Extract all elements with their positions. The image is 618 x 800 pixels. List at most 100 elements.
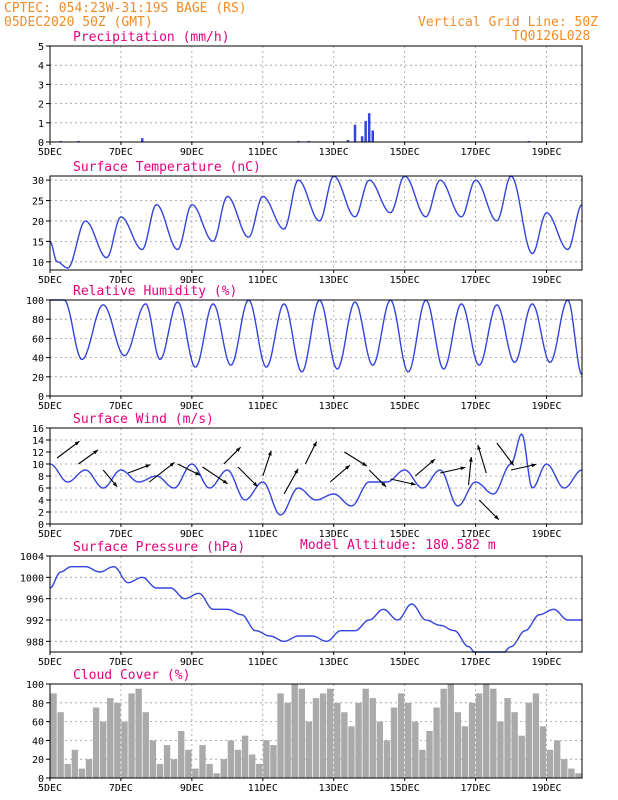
x-tick-label: 19DEC (531, 147, 561, 158)
x-tick-label: 9DEC (180, 147, 204, 158)
x-tick-label: 7DEC (109, 657, 133, 668)
y-tick-label: 4 (38, 496, 44, 507)
bar-mark (100, 721, 107, 778)
bar-mark (263, 740, 270, 778)
bar-mark (135, 688, 142, 778)
panel-surface-temperature: 10 15 20 25 30 5DEC 7DEC 9DEC 11DEC 13DEC 15DEC 17D… (32, 160, 583, 286)
wind-arrow (478, 499, 500, 520)
x-tick-label: 19DEC (531, 275, 561, 286)
bar-mark (312, 698, 320, 778)
wind-arrow-head (267, 450, 272, 456)
wind-arrow-head (477, 445, 482, 450)
series-line (50, 299, 583, 376)
bar-mark (504, 698, 511, 778)
x-tick-label: 19DEC (531, 529, 561, 540)
bar-mark (511, 712, 518, 778)
bar-mark (475, 693, 483, 778)
x-tick-label: 11DEC (248, 147, 278, 158)
y-tick-label: 8 (38, 472, 44, 483)
x-tick-label: 11DEC (248, 401, 278, 412)
header-source-location: CPTEC: 054:23W-31:19S BAGE (RS) (4, 1, 247, 16)
bar-mark (461, 726, 469, 778)
bar-mark (532, 693, 540, 778)
wind-arrow-head (235, 447, 241, 452)
bar-mark (128, 693, 135, 778)
y-tick-label: 0 (38, 392, 44, 403)
bar-mark (447, 684, 454, 778)
y-tick-label: 60 (32, 718, 44, 729)
plot-frame (49, 555, 583, 653)
x-tick-label: 15DEC (390, 147, 420, 158)
series-line (49, 433, 583, 516)
x-tick-label: 13DEC (319, 783, 349, 794)
bar-mark (121, 721, 128, 778)
wind-arrow-head (294, 468, 299, 474)
wind-arrow-head (531, 463, 537, 468)
series-line (49, 565, 582, 653)
plot-frame (49, 683, 583, 779)
bar-mark (364, 120, 367, 142)
bar-mark (383, 740, 391, 778)
series-line (49, 175, 583, 269)
wind-arrow-head (381, 482, 386, 487)
y-tick-label: 0 (38, 138, 44, 149)
y-tick-label: 16 (32, 424, 44, 435)
bar-mark (426, 731, 433, 778)
bar-mark (71, 749, 79, 778)
y-tick-label: 40 (32, 354, 44, 365)
bar-mark (546, 749, 554, 778)
bar-mark (568, 768, 575, 778)
y-tick-label: 0 (38, 774, 44, 785)
y-tick-label: 60 (32, 334, 44, 345)
bar-mark (334, 702, 341, 778)
bar-mark (561, 759, 568, 778)
wind-arrow-head (312, 441, 317, 447)
bar-mark (355, 702, 362, 778)
y-tick-label: 10 (32, 258, 44, 269)
wind-arrow-head (345, 465, 350, 470)
panel-title: Surface Temperature (nC) (73, 160, 261, 175)
wind-arrow-head (145, 464, 151, 469)
bar-mark (199, 745, 206, 778)
y-tick-label: 1 (38, 119, 44, 130)
header-init-time: 05DEC2020 50Z (GMT) (4, 15, 153, 30)
x-tick-label: 19DEC (531, 401, 561, 412)
bar-mark (241, 735, 249, 778)
y-tick-label: 100 (26, 296, 44, 307)
bar-mark (497, 721, 504, 778)
x-tick-label: 7DEC (109, 275, 133, 286)
wind-arrow-head (410, 481, 416, 486)
wind-arrow-head (494, 514, 499, 520)
bar-mark (433, 707, 440, 778)
panel-title: Surface Pressure (hPa) (73, 540, 245, 555)
x-tick-label: 11DEC (248, 783, 278, 794)
panel-title: Precipitation (mm/h) (73, 30, 230, 45)
wind-arrow-head (430, 459, 435, 464)
bar-mark (256, 763, 263, 778)
wind-arrow-head (361, 461, 367, 466)
wind-arrow (56, 440, 80, 459)
bar-mark (367, 113, 371, 142)
wind-arrow-head (195, 471, 201, 476)
x-tick-label: 9DEC (180, 275, 204, 286)
bar-mark (483, 684, 490, 778)
plot-frame (49, 299, 583, 397)
x-tick-label: 7DEC (109, 529, 133, 540)
wind-arrow (477, 444, 487, 474)
bar-mark (298, 688, 306, 778)
wind-arrow (283, 468, 299, 495)
y-tick-label: 40 (32, 736, 44, 747)
bar-mark (412, 721, 419, 778)
bar-mark (348, 726, 355, 778)
y-tick-label: 14 (32, 436, 44, 447)
y-tick-label: 20 (32, 217, 44, 228)
bar-mark (227, 740, 235, 778)
bar-mark (92, 707, 100, 778)
bar-mark (57, 712, 64, 778)
wind-arrow (496, 442, 515, 466)
header-run-code: TQ0126L028 (512, 29, 591, 44)
panel-surface-pressure: 988 992 996 1000 1004 5DEC 7DEC 9DEC 11DEC 13DEC 1… (20, 540, 583, 668)
plot-frame (49, 175, 583, 271)
